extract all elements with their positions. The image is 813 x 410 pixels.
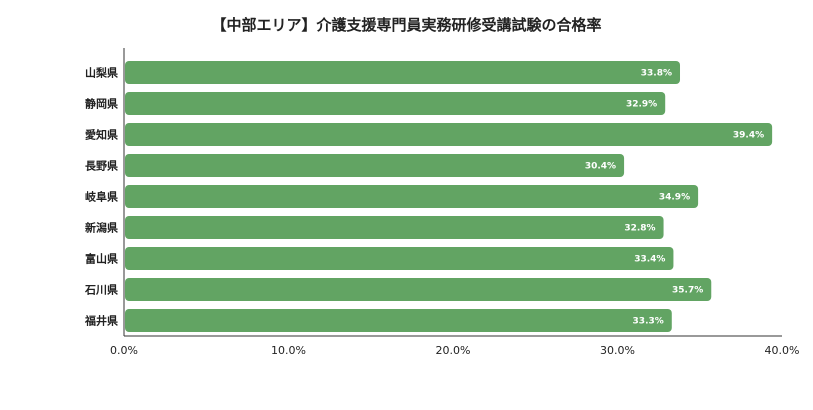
category-label: 岐阜県 — [85, 190, 118, 204]
bar-value-label: 35.7% — [672, 286, 703, 296]
x-tick-label: 20.0% — [436, 344, 471, 357]
x-tick-label: 0.0% — [110, 344, 138, 357]
bar-2 — [125, 92, 666, 115]
chart-title: 【中部エリア】介護支援専門員実務研修受講試験の合格率 — [211, 16, 602, 34]
category-label: 長野県 — [85, 160, 118, 173]
x-tick-label: 30.0% — [600, 344, 635, 357]
bar-4 — [125, 154, 625, 177]
category-label: 富山県 — [85, 252, 118, 266]
bar-5 — [125, 185, 699, 208]
category-label: 山梨県 — [85, 66, 118, 80]
category-label: 石川県 — [84, 284, 118, 297]
bar-value-label: 32.9% — [626, 100, 657, 110]
bar-value-label: 39.4% — [733, 131, 764, 141]
bar-value-label: 30.4% — [585, 162, 616, 172]
category-label: 新潟県 — [85, 221, 118, 235]
bar-value-label: 34.9% — [659, 193, 690, 203]
category-label: 静岡県 — [85, 97, 118, 111]
x-tick-label: 40.0% — [765, 344, 800, 357]
category-label: 愛知県 — [85, 128, 118, 142]
bar-value-label: 33.8% — [641, 69, 672, 79]
bar-8 — [125, 278, 712, 301]
category-label: 福井県 — [84, 314, 118, 328]
bars-layer: 33.8% 32.9% 39.4% 30.4% 34.9% 32.8% 33.4% 35.7%… — [125, 61, 773, 332]
bar-3 — [125, 123, 773, 146]
bar-6 — [125, 216, 664, 239]
bar-1 — [125, 61, 681, 84]
x-tick-label: 10.0% — [271, 344, 306, 357]
bar-7 — [125, 247, 674, 270]
bar-value-label: 33.4% — [634, 255, 665, 265]
bar-9 — [125, 309, 672, 332]
bar-value-label: 33.3% — [633, 317, 664, 327]
bar-value-label: 32.8% — [624, 224, 655, 234]
